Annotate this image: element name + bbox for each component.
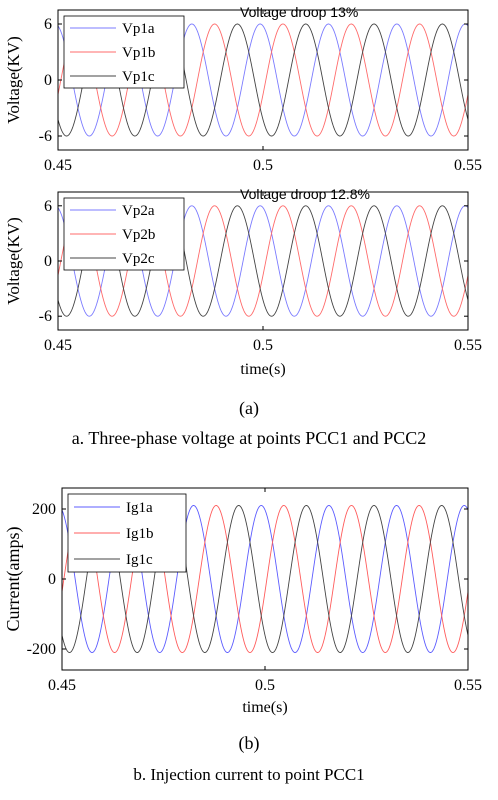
chart-2: 0.45 0.5 0.55-606Voltage(KV)time(s)Vp2aVp2… xyxy=(4,186,482,378)
x-tick-label: 0.5 xyxy=(253,337,273,354)
series-line-vp1c xyxy=(58,23,468,137)
label-b: (b) xyxy=(238,733,260,753)
y-tick-label: 0 xyxy=(48,571,56,588)
legend-label: Vp2b xyxy=(122,227,155,243)
chart-1: 0.45 0.5 0.55 -6 0 6 Voltage(KV) Vp1a Vp1b Vp1c Vo… xyxy=(4,4,482,174)
legend-label: Ig1b xyxy=(126,526,154,542)
series-line-vp2c xyxy=(58,205,468,317)
x-axis-label: time(s) xyxy=(242,699,287,716)
annotation-text: Voltage droop 13% xyxy=(240,4,358,20)
legend-label: Vp2a xyxy=(122,203,155,219)
y-tick-label: -6 xyxy=(39,128,52,145)
x-tick-label: 0.5 xyxy=(253,157,273,174)
y-axis-label: Voltage(KV) xyxy=(4,36,23,124)
annotation-text: Voltage droop 12.8% xyxy=(240,186,370,202)
y-tick-label: 6 xyxy=(44,198,52,215)
legend-label: Ig1a xyxy=(126,500,153,516)
y-tick-label: -200 xyxy=(27,641,56,658)
x-tick-label: 0.55 xyxy=(454,157,482,174)
legend-label: Ig1c xyxy=(126,552,153,568)
legend: Vp2a Vp2b Vp2c xyxy=(63,197,185,271)
caption-a: a. Three-phase voltage at points PCC1 an… xyxy=(71,428,427,448)
y-tick-label: 0 xyxy=(44,72,52,89)
y-axis-label: Current(amps) xyxy=(3,527,24,632)
y-tick-label: 200 xyxy=(32,501,56,518)
series-line-vp2b xyxy=(58,205,468,317)
x-tick-label: 0.45 xyxy=(44,337,72,354)
series-line-vp1b xyxy=(58,23,468,137)
legend-label: Vp1b xyxy=(122,45,155,61)
series-line-ig1b xyxy=(62,505,468,653)
y-tick-label: 6 xyxy=(44,16,52,33)
label-a: (a) xyxy=(239,398,259,418)
caption-b: b. Injection current to point PCC1 xyxy=(133,765,365,784)
chart-3: 0.45 0.5 0.55 -200 0 200 Current(amps) time(s) I… xyxy=(3,487,482,716)
legend: Ig1a Ig1b Ig1c xyxy=(67,493,187,573)
x-tick-label: 0.45 xyxy=(48,677,76,694)
legend: Vp1a Vp1b Vp1c xyxy=(63,15,185,89)
y-tick-label: 0 xyxy=(44,253,52,270)
x-tick-label: 0.55 xyxy=(454,677,482,694)
x-tick-label: 0.45 xyxy=(44,157,72,174)
legend-label: Vp2c xyxy=(122,251,155,267)
y-axis-label: Voltage(KV) xyxy=(4,217,23,305)
x-tick-label: 0.55 xyxy=(454,337,482,354)
x-tick-label: 0.5 xyxy=(255,677,275,694)
x-axis-label: time(s) xyxy=(240,361,285,378)
legend-label: Vp1c xyxy=(122,69,155,85)
series-line-ig1c xyxy=(62,505,468,653)
y-tick-label: -6 xyxy=(39,308,52,325)
legend-label: Vp1a xyxy=(122,21,155,37)
